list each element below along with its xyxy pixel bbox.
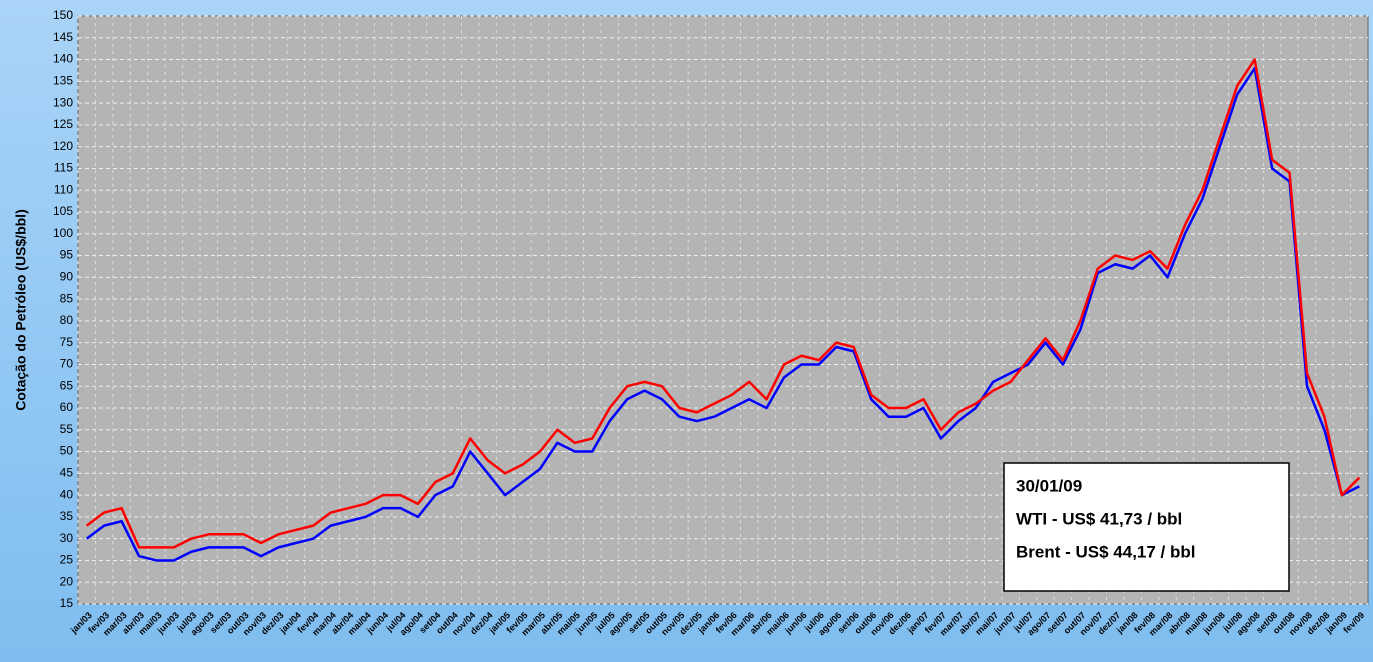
y-tick-label: 105 bbox=[53, 204, 73, 218]
y-tick-label: 15 bbox=[60, 596, 74, 610]
y-tick-label: 25 bbox=[60, 553, 74, 567]
y-tick-label: 130 bbox=[53, 95, 73, 109]
y-tick-label: 50 bbox=[60, 444, 74, 458]
y-tick-label: 60 bbox=[60, 400, 74, 414]
y-tick-label: 150 bbox=[53, 8, 73, 22]
y-tick-label: 120 bbox=[53, 139, 73, 153]
y-tick-label: 90 bbox=[60, 270, 74, 284]
y-tick-label: 65 bbox=[60, 378, 74, 392]
y-axis-label: Cotação do Petróleo (US$/bbl) bbox=[13, 209, 29, 410]
y-tick-label: 95 bbox=[60, 248, 74, 262]
y-tick-label: 35 bbox=[60, 509, 74, 523]
y-tick-label: 45 bbox=[60, 466, 74, 480]
y-tick-label: 115 bbox=[54, 161, 73, 175]
y-tick-label: 135 bbox=[53, 74, 73, 88]
y-tick-label: 125 bbox=[53, 117, 73, 131]
annotation: 30/01/09 bbox=[1016, 476, 1082, 495]
y-tick-label: 85 bbox=[60, 291, 74, 305]
y-tick-label: 80 bbox=[60, 313, 74, 327]
y-tick-label: 145 bbox=[53, 30, 73, 44]
annotation: Brent - US$ 44,17 / bbl bbox=[1016, 542, 1196, 561]
y-tick-label: 70 bbox=[60, 357, 74, 371]
y-tick-label: 30 bbox=[60, 531, 74, 545]
y-tick-label: 110 bbox=[54, 182, 73, 196]
annotation-box bbox=[1003, 462, 1290, 592]
y-tick-label: 20 bbox=[60, 574, 74, 588]
annotation: WTI - US$ 41,73 / bbl bbox=[1016, 509, 1182, 528]
y-tick-label: 55 bbox=[60, 422, 74, 436]
y-tick-label: 100 bbox=[53, 226, 73, 240]
series-line bbox=[85, 67, 1360, 562]
y-tick-label: 75 bbox=[60, 335, 74, 349]
series-line bbox=[85, 58, 1361, 549]
y-tick-label: 40 bbox=[60, 487, 74, 501]
y-tick-label: 140 bbox=[53, 52, 73, 66]
